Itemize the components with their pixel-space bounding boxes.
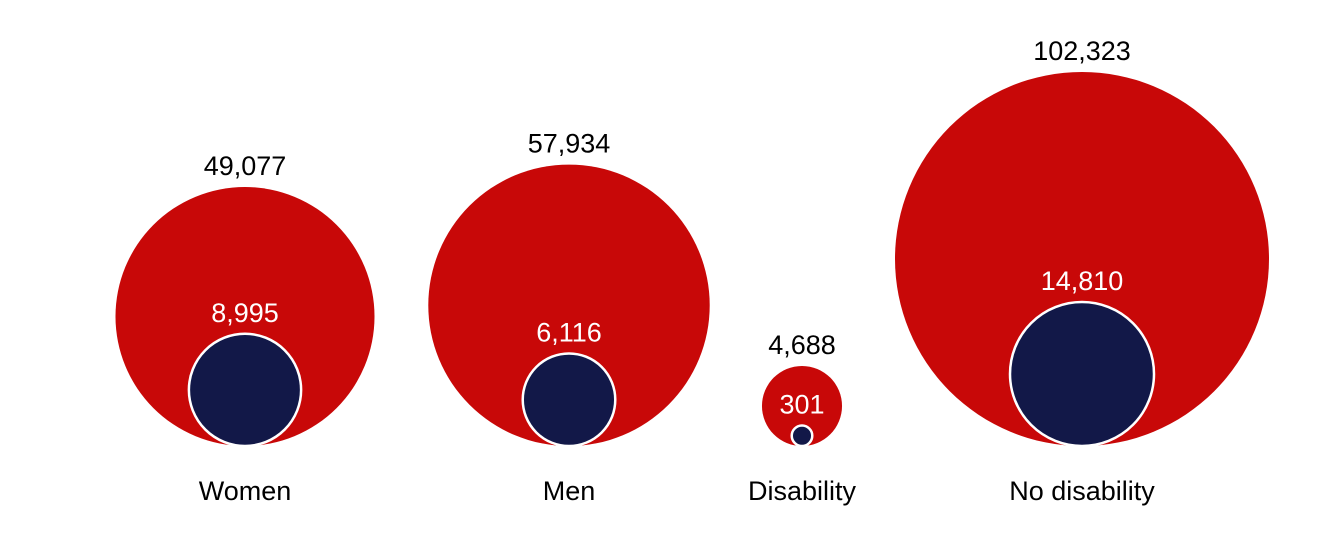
total-label-women: 49,077 — [204, 151, 287, 181]
subset-bubble-men — [521, 352, 617, 448]
total-bubble-men — [428, 164, 710, 446]
category-label-women: Women — [199, 476, 292, 506]
total-label-disability: 4,688 — [768, 330, 836, 360]
total-label-men: 57,934 — [528, 129, 611, 159]
category-label-men: Men — [543, 476, 596, 506]
total-bubble-women — [115, 186, 375, 447]
category-label-disability: Disability — [748, 476, 857, 506]
total-bubble-no-disability — [895, 72, 1269, 446]
total-bubble-disability — [761, 365, 843, 446]
subset-label-disability: 301 — [779, 389, 824, 419]
category-label-no-disability: No disability — [1009, 476, 1155, 506]
subset-bubble-disability — [790, 424, 814, 448]
bubbles-group — [115, 72, 1269, 448]
labels-group: 49,077 8,995 Women 57,934 6,116 Men 4,688 301 Di… — [199, 36, 1156, 506]
subset-label-men: 6,116 — [536, 317, 602, 347]
subset-label-no-disability: 14,810 — [1041, 266, 1124, 296]
subset-bubble-no-disability — [1008, 300, 1156, 448]
total-label-no-disability: 102,323 — [1033, 36, 1131, 66]
subset-bubble-women — [187, 332, 303, 448]
subset-label-women: 8,995 — [211, 298, 279, 328]
